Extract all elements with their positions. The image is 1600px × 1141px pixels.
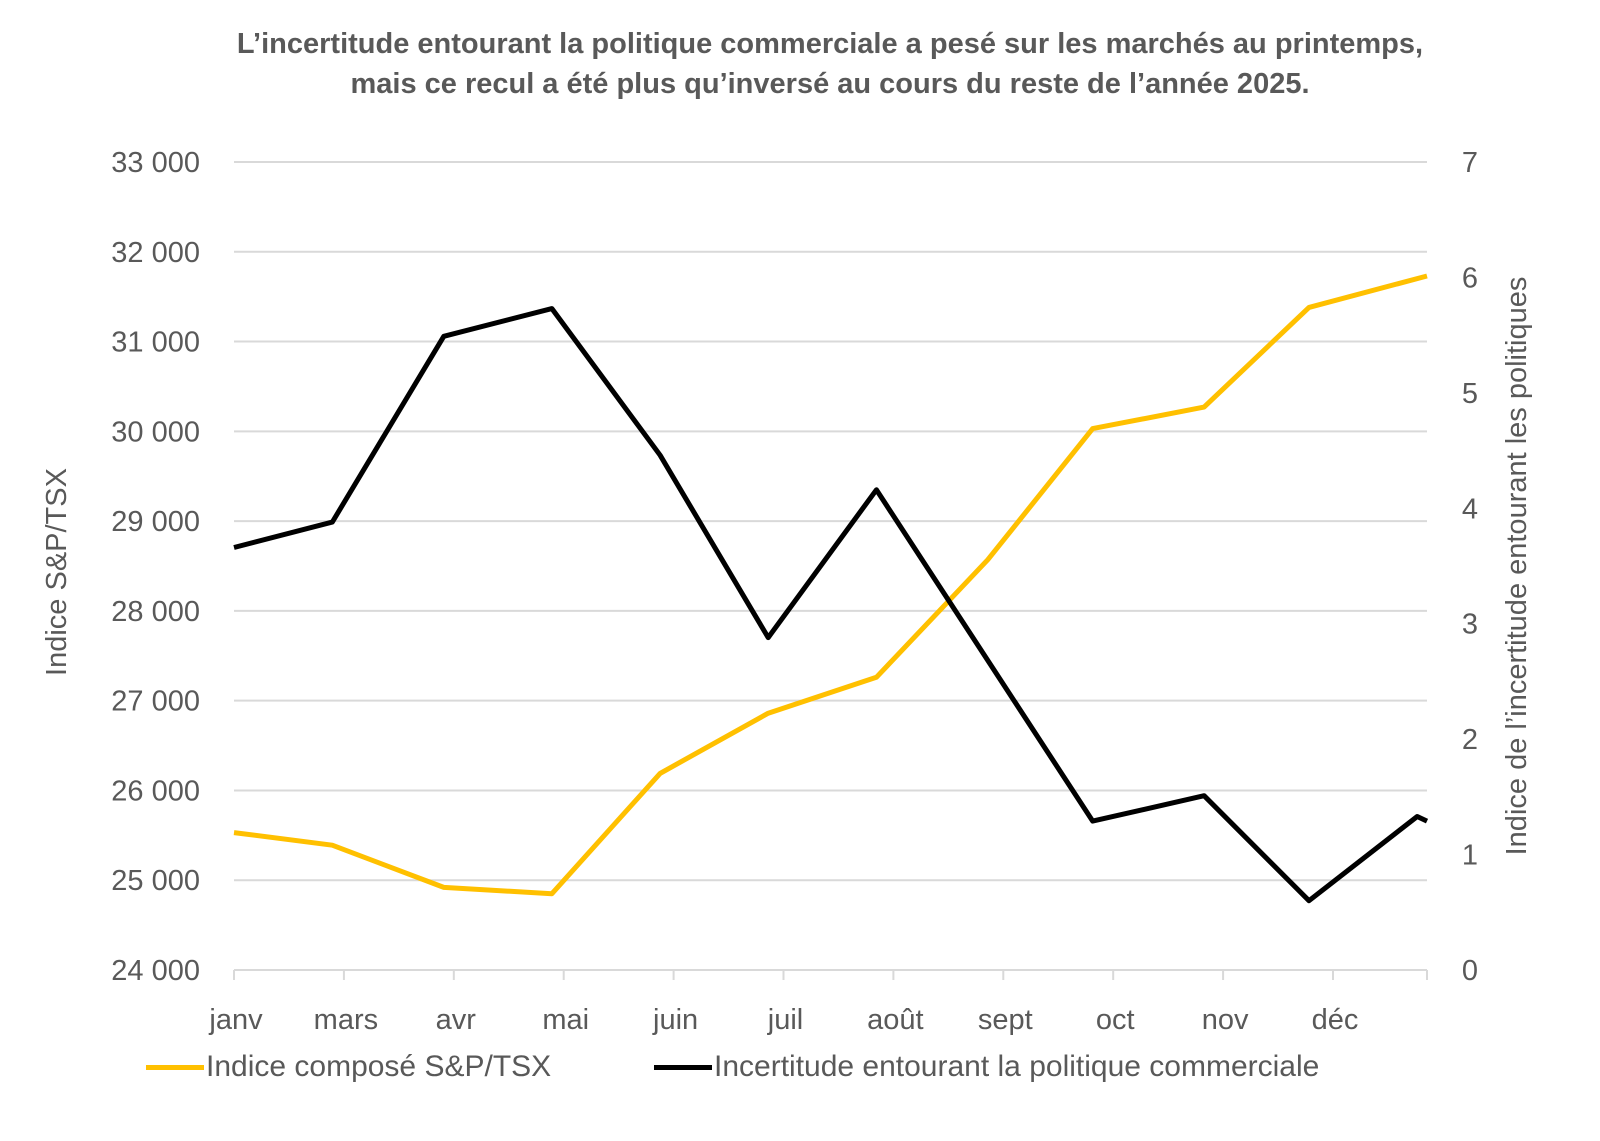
y-axis-label: Indice S&P/TSX [41, 468, 73, 676]
series-line-uncertainty [233, 306, 1429, 904]
y-tick-label: 33 000 [111, 147, 200, 179]
y2-tick-label: 5 [1462, 378, 1478, 410]
legend-swatch-uncertainty [654, 1064, 712, 1070]
y2-tick-label: 0 [1462, 955, 1478, 987]
y2-tick-label: 4 [1462, 493, 1478, 525]
y2-tick-label: 3 [1462, 609, 1478, 641]
y2-axis-label: Indice de l’incertitude entourant les po… [1501, 277, 1533, 856]
chart-title: L’incertitude entourant la politique com… [236, 28, 1424, 100]
x-tick-label: oct [1096, 1004, 1135, 1036]
y-tick-label: 24 000 [111, 955, 200, 987]
legend-label-uncertainty: Incertitude entourant la politique comme… [714, 1050, 1320, 1083]
x-tick-label: sept [978, 1004, 1033, 1036]
y-tick-label: 25 000 [111, 865, 200, 897]
y-tick-label: 32 000 [111, 237, 200, 269]
x-tick-label: mai [542, 1004, 589, 1036]
legend-item-tsx: Indice composé S&P/TSX [146, 1050, 551, 1084]
y-tick-label: 27 000 [111, 686, 200, 718]
series-line-tsx [233, 273, 1428, 897]
y-tick-label: 29 000 [111, 506, 200, 538]
y-tick-label: 30 000 [111, 416, 200, 448]
x-tick-label: mars [314, 1004, 378, 1036]
legend-label-tsx: Indice composé S&P/TSX [206, 1050, 552, 1083]
y-tick-label: 26 000 [111, 775, 200, 807]
x-tick-label: juil [767, 1004, 803, 1036]
x-tick-label: juin [652, 1004, 698, 1036]
y2-tick-label: 7 [1462, 147, 1478, 179]
x-tick-label: avr [436, 1004, 477, 1036]
y-tick-label: 31 000 [111, 327, 200, 359]
y2-tick-label: 6 [1462, 262, 1478, 294]
y2-tick-label: 1 [1462, 840, 1478, 872]
legend-swatch-tsx [146, 1064, 204, 1070]
y-tick-label: 28 000 [111, 596, 200, 628]
x-tick-label: janv [208, 1004, 263, 1036]
x-tick-label: déc [1312, 1004, 1359, 1036]
legend-item-uncertainty: Incertitude entourant la politique comme… [654, 1050, 1319, 1084]
x-tick-label: août [867, 1004, 923, 1036]
x-tick-label: nov [1202, 1004, 1249, 1036]
y2-tick-label: 2 [1462, 724, 1478, 756]
